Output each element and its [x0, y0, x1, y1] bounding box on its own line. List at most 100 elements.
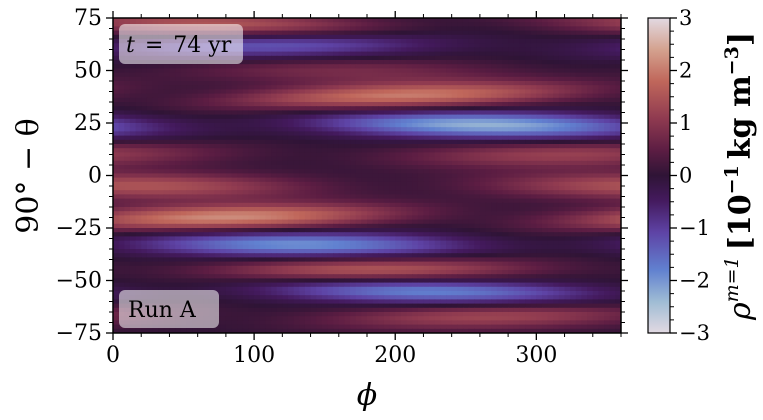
heatmap-cell — [254, 30, 261, 36]
heatmap-cell — [462, 22, 470, 27]
heatmap-cell — [276, 89, 283, 95]
heatmap-cell — [406, 169, 413, 174]
heatmap-cell — [254, 68, 261, 74]
heatmap-cell — [316, 39, 323, 44]
heatmap-cell — [525, 68, 532, 74]
heatmap-cell — [485, 118, 492, 124]
heatmap-cell — [479, 85, 487, 90]
heatmap-cell — [327, 135, 334, 141]
heatmap-cell — [248, 202, 255, 208]
heatmap-cell — [451, 39, 458, 44]
heatmap-cell — [429, 22, 436, 27]
heatmap-cell — [304, 156, 312, 162]
heatmap-cell — [333, 22, 340, 27]
heatmap-cell — [400, 135, 408, 141]
heatmap-cell — [570, 30, 577, 36]
heatmap-cell — [276, 106, 283, 111]
heatmap-cell — [265, 211, 272, 216]
heatmap-cell — [406, 43, 413, 48]
heatmap-cell — [541, 219, 549, 225]
heatmap-cell — [304, 219, 312, 225]
heatmap-cell — [304, 173, 312, 179]
heatmap-cell — [327, 55, 334, 61]
heatmap-cell — [333, 51, 340, 57]
heatmap-cell — [491, 240, 498, 246]
heatmap-cell — [327, 60, 334, 65]
heatmap-cell — [513, 232, 520, 237]
heatmap-cell — [276, 43, 283, 48]
heatmap-cell — [321, 68, 329, 74]
heatmap-cell — [231, 118, 238, 124]
heatmap-cell — [485, 207, 492, 212]
heatmap-cell — [338, 55, 346, 61]
heatmap-cell — [508, 135, 515, 141]
heatmap-cell — [152, 181, 159, 187]
heatmap-cell — [344, 144, 351, 149]
heatmap-cell — [327, 202, 334, 208]
heatmap-cell — [615, 60, 621, 65]
heatmap-cell — [141, 110, 148, 116]
heatmap-cell — [293, 240, 300, 246]
heatmap-cell — [429, 207, 436, 212]
heatmap-cell — [598, 127, 605, 132]
heatmap-cell — [564, 181, 571, 187]
heatmap-cell — [372, 123, 379, 128]
heatmap-cell — [304, 55, 312, 61]
heatmap-cell — [485, 34, 492, 40]
heatmap-cell — [271, 43, 278, 48]
heatmap-cell — [598, 135, 605, 141]
heatmap-cell — [474, 198, 481, 204]
heatmap-cell — [321, 127, 329, 132]
heatmap-cell — [113, 160, 120, 166]
heatmap-cell — [265, 51, 272, 57]
heatmap-cell — [259, 207, 266, 212]
heatmap-cell — [417, 144, 425, 149]
heatmap-cell — [440, 89, 447, 95]
heatmap-cell — [564, 131, 571, 137]
heatmap-cell — [333, 177, 340, 183]
heatmap-cell — [581, 68, 588, 74]
heatmap-cell — [412, 18, 419, 23]
heatmap-cell — [496, 123, 504, 128]
heatmap-cell — [186, 139, 193, 145]
heatmap-cell — [158, 152, 165, 158]
heatmap-cell — [146, 202, 154, 208]
heatmap-cell — [259, 102, 266, 107]
heatmap-cell — [513, 18, 520, 23]
heatmap-cell — [265, 118, 272, 124]
heatmap-cell — [491, 89, 498, 95]
heatmap-cell — [541, 76, 549, 82]
heatmap-cell — [254, 81, 261, 86]
heatmap-cell — [383, 81, 391, 86]
heatmap-cell — [564, 139, 571, 145]
heatmap-cell — [395, 173, 402, 179]
heatmap-cell — [519, 198, 526, 204]
heatmap-cell — [400, 93, 408, 99]
heatmap-cell — [525, 202, 532, 208]
heatmap-cell — [113, 76, 120, 82]
heatmap-cell — [271, 76, 278, 82]
heatmap-cell — [423, 207, 430, 212]
heatmap-cell — [400, 51, 408, 57]
heatmap-cell — [474, 64, 481, 69]
heatmap-cell — [564, 244, 571, 250]
heatmap-cell — [378, 232, 385, 237]
heatmap-cell — [609, 114, 616, 120]
heatmap-cell — [570, 118, 577, 124]
heatmap-cell — [395, 207, 402, 212]
heatmap-cell — [141, 232, 148, 237]
heatmap-cell — [231, 232, 238, 237]
heatmap-cell — [231, 207, 238, 212]
heatmap-cell — [129, 72, 137, 78]
heatmap-cell — [434, 173, 441, 179]
heatmap-cell — [604, 160, 611, 166]
heatmap-cell — [457, 127, 464, 132]
heatmap-cell — [609, 47, 616, 53]
heatmap-cell — [587, 22, 594, 27]
heatmap-cell — [468, 207, 475, 212]
heatmap-cell — [395, 22, 402, 27]
heatmap-cell — [609, 26, 616, 32]
heatmap-cell — [395, 97, 402, 103]
heatmap-cell — [293, 236, 300, 242]
heatmap-cell — [254, 72, 261, 78]
